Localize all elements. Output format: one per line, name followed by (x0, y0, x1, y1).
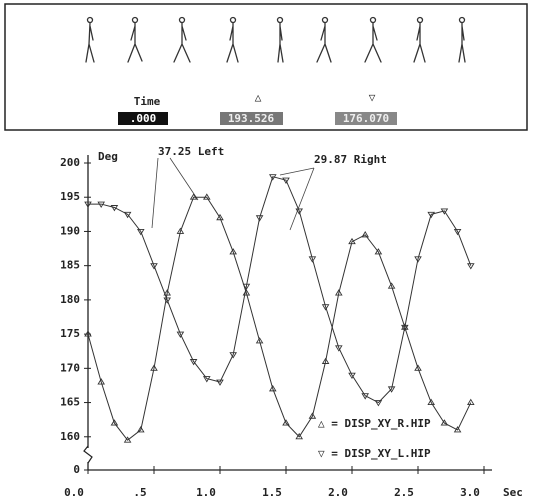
point-marker (216, 213, 224, 221)
walking-figures (85, 16, 466, 63)
point-marker (163, 297, 171, 304)
point-marker (467, 263, 475, 270)
annotation: 37.25 Left (158, 145, 224, 158)
time-box (118, 112, 168, 125)
point-marker (348, 372, 356, 380)
point-marker (453, 228, 462, 236)
point-marker (295, 432, 303, 440)
point-marker (427, 211, 435, 219)
r-box (220, 112, 283, 125)
point-marker (467, 398, 475, 406)
y-tick-label: 180 (60, 293, 80, 306)
point-marker (176, 227, 185, 234)
point-marker (335, 289, 343, 296)
y-tick-label: 175 (60, 327, 80, 340)
series-line (87, 196, 472, 441)
point-marker (176, 331, 185, 338)
point-marker (374, 400, 383, 407)
point-marker (387, 282, 396, 289)
x-tick-label: 2.0 (328, 486, 348, 499)
point-marker (387, 386, 396, 393)
point-marker (150, 263, 158, 270)
x-tick-label: 1.0 (196, 486, 216, 499)
y-tick-label: 185 (60, 259, 80, 272)
y-tick-label: 200 (60, 156, 80, 169)
x-tick-label: 0.0 (64, 486, 84, 499)
point-marker (163, 289, 171, 296)
figure-panel (4, 3, 528, 131)
point-marker (295, 208, 303, 215)
point-marker (137, 228, 145, 236)
x-tick-label: 3.0 (460, 486, 480, 499)
point-marker (229, 248, 237, 255)
point-marker (110, 419, 119, 426)
x-axis-label: Sec (503, 486, 523, 499)
point-marker (269, 174, 277, 181)
point-marker (414, 364, 422, 371)
point-marker (374, 248, 383, 255)
point-marker (269, 384, 277, 392)
point-marker (110, 205, 119, 212)
point-marker (335, 345, 343, 352)
point-marker (255, 337, 264, 344)
point-marker (321, 357, 330, 364)
time-value: .000 (130, 112, 157, 125)
l-box (335, 112, 397, 125)
point-marker (282, 419, 290, 426)
point-marker (150, 364, 158, 371)
x-tick-label: 1.5 (262, 486, 282, 499)
point-marker (84, 201, 92, 208)
point-marker (84, 330, 92, 337)
point-marker (440, 419, 449, 426)
l-value: 176.070 (343, 112, 389, 125)
point-marker (123, 436, 132, 443)
point-marker (361, 393, 369, 400)
point-marker (189, 193, 198, 200)
series-line (88, 176, 472, 404)
axis-break-gap (84, 448, 92, 462)
point-marker (189, 359, 198, 366)
point-marker (282, 177, 290, 184)
x-tick-label: .5 (133, 486, 146, 499)
y-tick-label: 195 (60, 190, 80, 203)
point-marker (137, 426, 145, 433)
point-marker (123, 211, 132, 219)
annotation-leaders (151, 157, 315, 231)
y-tick-label: 165 (60, 396, 80, 409)
time-label: Time (134, 95, 161, 108)
point-marker (203, 193, 211, 200)
point-marker (97, 378, 105, 385)
point-marker (440, 208, 449, 215)
y-axis-label: Deg (98, 150, 118, 163)
point-marker (255, 215, 264, 222)
r-symbol: △ (255, 91, 262, 104)
point-marker (453, 426, 462, 433)
y-tick-label: 160 (60, 430, 80, 443)
point-marker (414, 256, 422, 263)
y-tick-label: 170 (60, 361, 80, 374)
point-marker (216, 379, 224, 386)
point-marker (308, 256, 317, 263)
annotation: 29.87 Right (314, 153, 387, 166)
r-value: 193.526 (228, 112, 275, 125)
x-tick-label: 2.5 (394, 486, 414, 499)
legend-entry: △ = DISP_XY_R.HIP (318, 417, 431, 430)
point-marker (348, 237, 356, 245)
axis-break (83, 445, 93, 464)
point-marker (361, 230, 369, 238)
point-marker (401, 324, 409, 332)
point-marker (203, 376, 211, 383)
legend-entry: ▽ = DISP_XY_L.HIP (318, 447, 431, 460)
point-marker (229, 352, 237, 359)
point-marker (242, 283, 251, 291)
y-tick-label: 0 (73, 463, 80, 476)
point-marker (308, 412, 317, 419)
y-tick-label: 190 (60, 224, 80, 237)
point-marker (427, 398, 435, 406)
point-marker (321, 304, 330, 311)
l-symbol: ▽ (369, 91, 376, 104)
point-marker (97, 201, 105, 208)
